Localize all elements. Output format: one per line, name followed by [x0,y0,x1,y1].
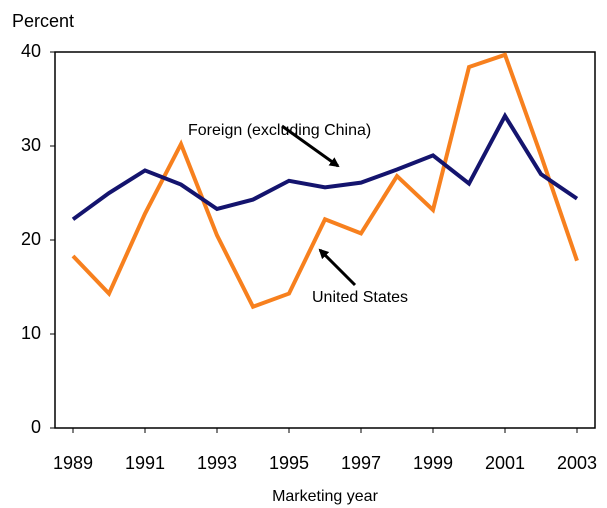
x-tick-label: 1991 [125,453,165,473]
y-tick-label: 20 [21,229,41,249]
y-tick-label: 30 [21,135,41,155]
x-tick-label: 1999 [413,453,453,473]
series-line [71,52,579,310]
y-tick-label: 10 [21,323,41,343]
x-tick-label: 2003 [557,453,597,473]
plot-frame [54,51,596,429]
x-tick-label: 1997 [341,453,381,473]
x-tick-label: 1993 [197,453,237,473]
annotation-arrow [281,124,340,168]
x-tick-label: 2001 [485,453,525,473]
series-line [71,111,579,221]
annotation: United States [312,289,408,306]
y-axis-label: Percent [12,11,74,31]
x-axis-label: Marketing year [272,488,378,505]
annotation-arrow [318,248,357,287]
x-tick-label: 1995 [269,453,309,473]
annotation: Foreign (excluding China) [188,122,371,139]
y-tick-label: 40 [21,41,41,61]
x-tick-label: 1989 [53,453,93,473]
y-tick-label: 0 [31,417,41,437]
